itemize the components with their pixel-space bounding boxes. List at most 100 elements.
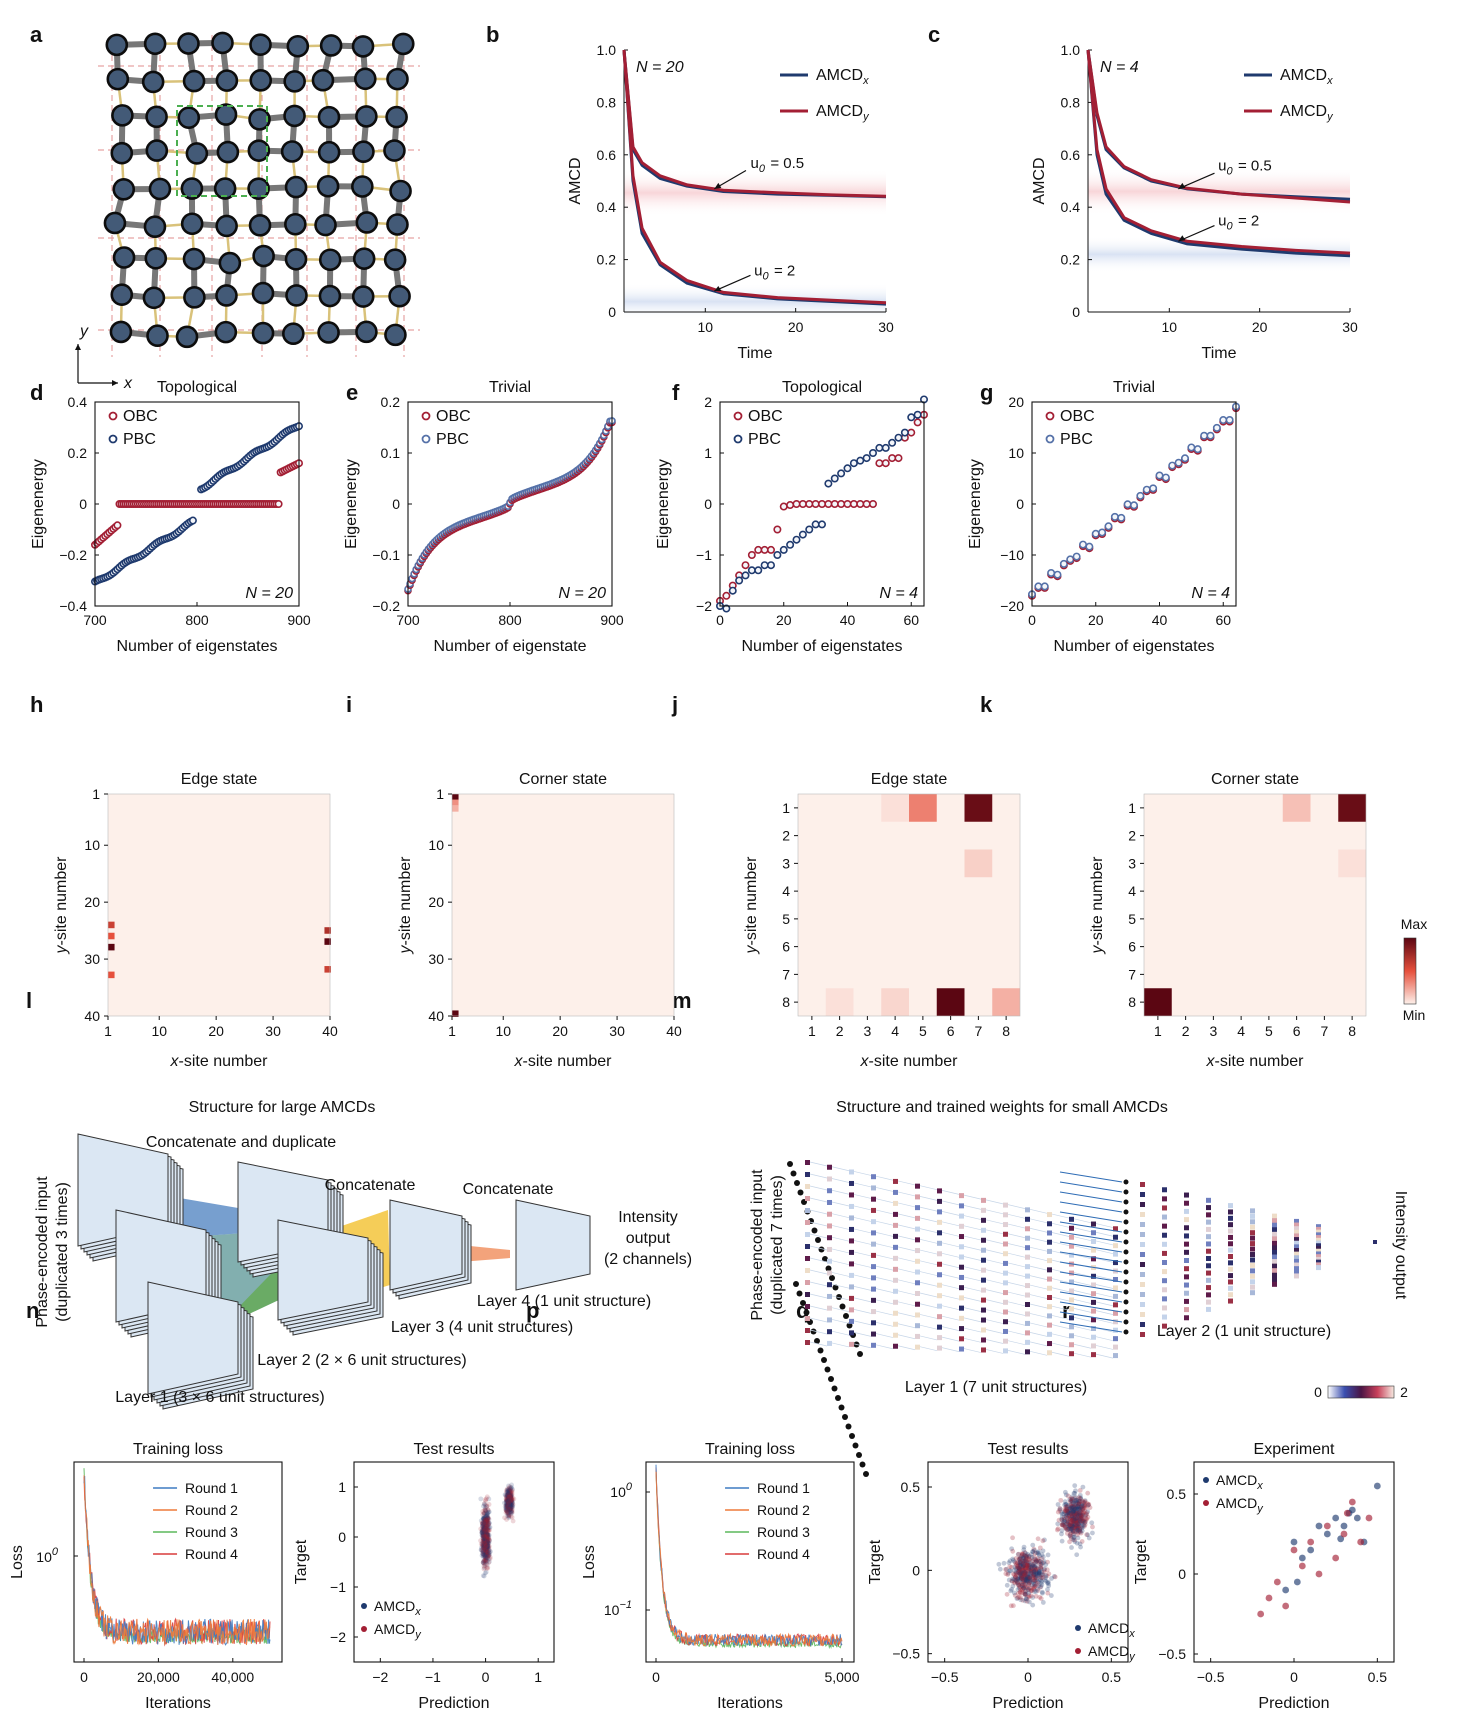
test-point <box>1073 1515 1079 1520</box>
lattice-node <box>355 211 379 234</box>
input-sublabel: (duplicated 3 times) <box>54 1182 71 1322</box>
test-point <box>486 1528 491 1534</box>
layer2-input-node <box>1123 1259 1129 1265</box>
test-point <box>1069 1505 1074 1511</box>
y-tick-label: 0.2 <box>381 394 401 410</box>
test-point <box>483 1545 489 1551</box>
weight-cell <box>1162 1187 1167 1193</box>
connection <box>1029 1218 1048 1224</box>
plot-title: Edge state <box>871 771 948 788</box>
test-point <box>1074 1525 1080 1531</box>
test-point <box>1074 1540 1080 1546</box>
weight-cell <box>937 1240 942 1246</box>
test-point <box>1077 1517 1083 1523</box>
eigen-point <box>1193 445 1202 454</box>
test-point <box>483 1549 489 1555</box>
loss-plot-p <box>646 1464 843 1662</box>
test-point <box>486 1544 492 1549</box>
weight-cell <box>1162 1250 1167 1256</box>
weight-cell <box>1113 1243 1118 1249</box>
connection <box>1029 1350 1048 1356</box>
test-point <box>482 1520 488 1526</box>
test-point <box>484 1503 489 1508</box>
weight-cell <box>1206 1205 1211 1211</box>
test-point <box>482 1540 488 1546</box>
test-point <box>1023 1568 1029 1574</box>
weight-cell <box>871 1264 876 1270</box>
legend-marker-pbc <box>108 434 118 444</box>
test-point <box>485 1533 491 1539</box>
y-axis-label: Loss <box>9 1545 26 1579</box>
connection <box>853 1297 872 1303</box>
test-point <box>1068 1498 1074 1503</box>
test-point <box>483 1537 489 1543</box>
test-point <box>1024 1563 1030 1568</box>
connection <box>963 1348 982 1353</box>
test-point <box>1075 1528 1081 1533</box>
weight-cell <box>915 1248 920 1254</box>
y-axis-label: y-site number <box>53 856 70 955</box>
scatter-plot-q <box>928 1483 1112 1662</box>
x-tick-label: 2 <box>836 1023 844 1039</box>
weight-cell <box>1250 1241 1255 1247</box>
test-point <box>1076 1521 1082 1527</box>
test-point <box>1035 1557 1041 1563</box>
y-axis-label: Eigenenergy <box>967 459 984 549</box>
test-point <box>481 1524 487 1530</box>
plot-title: Test results <box>414 1441 495 1458</box>
test-point <box>485 1520 490 1526</box>
test-point <box>486 1509 491 1515</box>
test-point <box>480 1515 486 1521</box>
test-point <box>508 1496 514 1501</box>
test-point <box>1032 1567 1038 1572</box>
connection <box>941 1242 960 1248</box>
eigen-point <box>786 540 795 549</box>
connection <box>919 1292 938 1298</box>
test-point <box>485 1514 491 1519</box>
test-point <box>482 1516 487 1522</box>
test-point <box>480 1551 486 1557</box>
test-point <box>1059 1517 1064 1522</box>
test-point <box>1073 1501 1078 1507</box>
connection <box>1029 1208 1048 1214</box>
test-point <box>1080 1506 1085 1512</box>
link-orange <box>460 1245 510 1262</box>
test-point <box>482 1548 488 1554</box>
test-point <box>1079 1528 1085 1534</box>
connection <box>963 1317 982 1323</box>
test-point <box>484 1531 490 1537</box>
connection <box>985 1229 1004 1235</box>
test-point <box>504 1503 509 1509</box>
test-point <box>509 1507 514 1513</box>
test-point <box>1066 1526 1072 1531</box>
weight-cell <box>1140 1302 1145 1307</box>
series-line <box>1086 49 1351 204</box>
weight-cell <box>1184 1274 1189 1280</box>
test-point <box>503 1494 509 1500</box>
connection <box>919 1281 938 1287</box>
test-point <box>480 1537 486 1543</box>
lattice-node <box>284 175 308 199</box>
legend-marker-x <box>1075 1625 1081 1631</box>
legend-marker-y <box>361 1626 367 1632</box>
test-point <box>506 1498 512 1504</box>
test-point <box>1073 1495 1079 1500</box>
test-point <box>1077 1506 1083 1512</box>
test-point <box>505 1507 511 1512</box>
test-point <box>1070 1517 1075 1523</box>
test-point <box>1066 1514 1071 1520</box>
x-axis-label: Time <box>738 345 773 362</box>
y-tick-label: −20 <box>1000 598 1024 614</box>
connection <box>1029 1341 1048 1347</box>
test-point <box>483 1525 489 1530</box>
test-point <box>1024 1553 1030 1559</box>
test-point <box>1018 1566 1024 1572</box>
test-point <box>505 1508 511 1514</box>
weight-cell <box>1069 1297 1074 1303</box>
test-point <box>483 1511 489 1517</box>
test-point <box>1031 1571 1037 1577</box>
test-point <box>1067 1506 1073 1512</box>
test-point <box>483 1540 489 1545</box>
y-tick-label: 0.5 <box>901 1479 921 1495</box>
weight-cell <box>805 1160 810 1165</box>
